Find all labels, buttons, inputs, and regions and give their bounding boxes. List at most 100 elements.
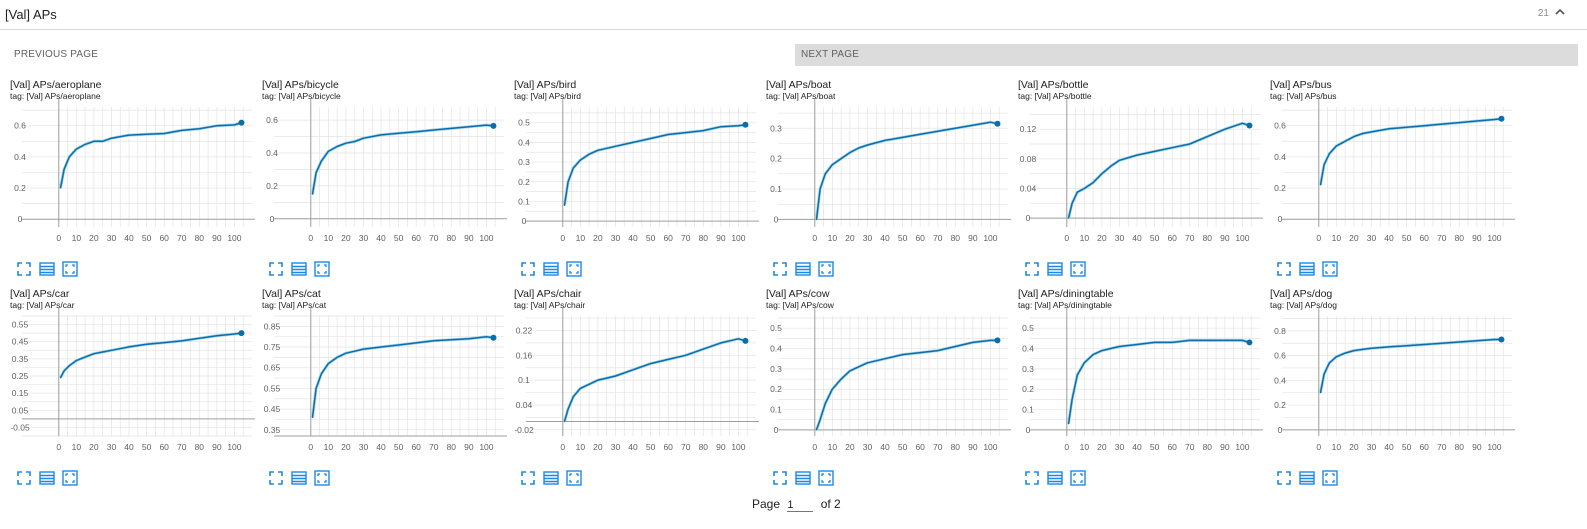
data-table-icon[interactable] (1047, 470, 1063, 486)
fit-domain-icon[interactable] (1322, 470, 1338, 486)
line-chart[interactable]: 0 0.2 0.4 0.6 0.8 0 10 20 30 40 50 60 70 80 90 100 (1270, 308, 1515, 458)
data-point (198, 337, 200, 339)
data-point (1441, 123, 1443, 125)
fullscreen-icon[interactable] (16, 470, 32, 486)
x-tick-label: 90 (1472, 233, 1482, 243)
next-page-button[interactable]: NEXT PAGE (795, 44, 1578, 66)
data-point (362, 348, 365, 350)
fullscreen-icon[interactable] (520, 261, 536, 277)
data-table-icon[interactable] (1047, 261, 1063, 277)
line-chart[interactable]: -0.05 0.05 0.15 0.25 0.35 0.45 0.55 0 10 20 30 40 50… (10, 308, 255, 458)
data-point (720, 126, 722, 128)
data-table-icon[interactable] (1299, 261, 1315, 277)
fullscreen-icon[interactable] (268, 470, 284, 486)
x-tick-label: 70 (681, 442, 691, 452)
section-header[interactable]: [Val] APs 21 (0, 0, 1587, 30)
data-point (1110, 347, 1112, 350)
y-tick-label: 0.4 (1022, 344, 1034, 354)
data-point (181, 340, 183, 342)
data-point (1441, 342, 1443, 344)
last-value-marker (238, 330, 245, 337)
fullscreen-icon[interactable] (268, 261, 284, 277)
line-chart[interactable]: 0 0.1 0.2 0.3 0.4 0.5 0 10 20 30 40 50 60 70 80 90 100 (514, 99, 759, 249)
fit-domain-icon[interactable] (566, 470, 582, 486)
x-tick-label: 20 (1349, 442, 1359, 452)
data-point (1458, 341, 1460, 343)
y-tick-label: 0 (1026, 425, 1031, 435)
data-table-icon[interactable] (291, 261, 307, 277)
x-tick-label: 100 (983, 233, 997, 243)
fit-domain-icon[interactable] (818, 261, 834, 277)
fit-domain-icon[interactable] (1070, 261, 1086, 277)
chart-tag: tag: [Val] APs/car (10, 300, 75, 310)
fit-domain-icon[interactable] (314, 261, 330, 277)
fullscreen-icon[interactable] (772, 470, 788, 486)
data-table-icon[interactable] (543, 261, 559, 277)
fit-domain-icon[interactable] (818, 470, 834, 486)
data-point (1071, 202, 1073, 204)
line-chart[interactable]: 0 0.2 0.4 0.6 0 10 20 30 40 50 60 70 80 90 100 (262, 99, 507, 249)
data-point (1362, 132, 1364, 135)
previous-page-button[interactable]: PREVIOUS PAGE (14, 49, 99, 60)
x-tick-label: 30 (107, 442, 117, 452)
last-value-marker (742, 337, 749, 344)
fullscreen-icon[interactable] (1024, 470, 1040, 486)
x-tick-label: 30 (863, 233, 873, 243)
y-tick-label: 0.04 (516, 400, 533, 410)
x-tick-label: 30 (1115, 442, 1125, 452)
fit-domain-icon[interactable] (1322, 261, 1338, 277)
fullscreen-icon[interactable] (16, 261, 32, 277)
x-tick-label: 0 (560, 442, 565, 452)
data-table-icon[interactable] (795, 261, 811, 277)
data-table-icon[interactable] (39, 470, 55, 486)
fullscreen-icon[interactable] (1276, 261, 1292, 277)
data-table-icon[interactable] (795, 470, 811, 486)
line-chart[interactable]: -0.02 0.04 0.1 0.16 0.22 0 10 20 30 40 50 60 70 80 90 1… (514, 308, 759, 458)
chart-card: [Val] APs/bottle tag: [Val] APs/bottle 0 0.… (1018, 79, 1268, 281)
fit-domain-icon[interactable] (566, 261, 582, 277)
line-chart[interactable]: 0 0.1 0.2 0.3 0.4 0.5 0 10 20 30 40 50 60 70 80 90 100 (766, 308, 1011, 458)
data-point (1118, 159, 1121, 161)
line-chart[interactable]: 0 0.04 0.08 0.12 0 10 20 30 40 50 60 70 80 90 100 (1018, 99, 1263, 249)
y-tick-label: 0.4 (14, 152, 26, 162)
fit-domain-icon[interactable] (62, 261, 78, 277)
x-tick-label: 0 (308, 442, 313, 452)
data-point (93, 140, 95, 142)
grid (778, 107, 1008, 227)
fit-domain-icon[interactable] (62, 470, 78, 486)
data-point (1171, 341, 1173, 344)
x-tick-label: 50 (1150, 442, 1160, 452)
chart-title: [Val] APs/dog (1270, 288, 1333, 300)
fullscreen-icon[interactable] (1276, 470, 1292, 486)
x-tick-label: 90 (1220, 442, 1230, 452)
fullscreen-icon[interactable] (1024, 261, 1040, 277)
data-table-icon[interactable] (291, 470, 307, 486)
fit-domain-icon[interactable] (314, 470, 330, 486)
chevron-up-icon[interactable] (1553, 5, 1567, 19)
x-tick-label: 80 (699, 442, 709, 452)
line-chart[interactable]: 0 0.2 0.4 0.6 0 10 20 30 40 50 60 70 80 90 100 (10, 99, 255, 249)
data-table-icon[interactable] (1299, 470, 1315, 486)
chart-card: [Val] APs/cow tag: [Val] APs/cow 0 0.1 0.2 0.… (766, 288, 1016, 490)
page-number-input[interactable]: 1 (787, 496, 814, 512)
data-point (1092, 181, 1094, 184)
fit-domain-icon[interactable] (1070, 470, 1086, 486)
x-tick-label: 0 (1316, 442, 1321, 452)
line-chart[interactable]: 0 0.1 0.2 0.3 0.4 0.5 0 10 20 30 40 50 60 70 80 90 100 (1018, 308, 1263, 458)
line-chart[interactable]: 0 0.1 0.2 0.3 0 10 20 30 40 50 60 70 80 90 100 (766, 99, 1011, 249)
data-point (1335, 356, 1337, 358)
line-chart[interactable]: 0.35 0.45 0.55 0.65 0.75 0.85 0 10 20 30 40 50 60 70 8… (262, 308, 507, 458)
fullscreen-icon[interactable] (772, 261, 788, 277)
data-point (1323, 164, 1325, 166)
data-table-icon[interactable] (543, 470, 559, 486)
data-point (1067, 217, 1070, 219)
data-point (1353, 350, 1355, 352)
data-point (685, 354, 687, 356)
data-table-icon[interactable] (39, 261, 55, 277)
data-point (1083, 362, 1085, 364)
chart-title: [Val] APs/bus (1270, 79, 1332, 91)
data-point (606, 147, 608, 149)
fullscreen-icon[interactable] (520, 470, 536, 486)
line-chart[interactable]: 0 0.2 0.4 0.6 0 10 20 30 40 50 60 70 80 90 100 (1270, 99, 1515, 249)
data-point (1370, 131, 1373, 133)
